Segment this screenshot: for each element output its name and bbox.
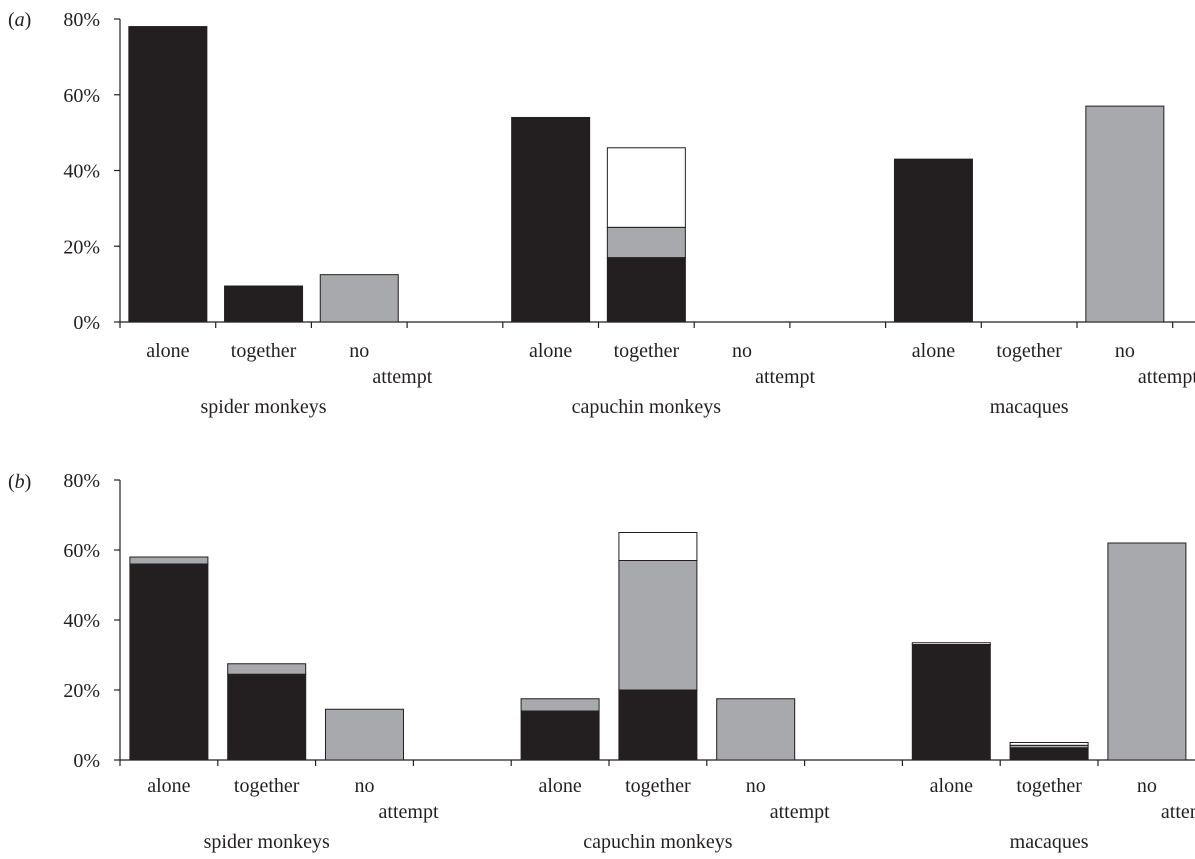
category-label-line2: attempt <box>770 801 830 823</box>
bar-capuchin-monkeys-together-grey-segment <box>606 226 686 259</box>
panel-label-letter: a <box>15 9 25 31</box>
bar-capuchin-monkeys-together-white-segment <box>606 147 686 228</box>
category-label-line2: attempt <box>1161 801 1195 823</box>
category-label: together <box>625 775 691 797</box>
category-label: alone <box>930 775 973 797</box>
category-label: alone <box>147 775 190 797</box>
bar-macaques-alone-black-segment <box>893 158 973 323</box>
panel-label-close: ) <box>25 9 32 31</box>
group-label: capuchin monkeys <box>572 396 722 418</box>
y-tick-label: 40% <box>63 610 100 632</box>
panel-label-close: ) <box>25 471 32 493</box>
bar-capuchin-monkeys-together-white-segment <box>618 532 698 561</box>
category-label: together <box>996 340 1062 362</box>
bar-capuchin-monkeys-no-attempt-grey-segment <box>716 698 796 761</box>
category-label: alone <box>146 340 189 362</box>
category-label-line2: attempt <box>372 366 432 388</box>
y-tick-label: 0% <box>73 750 100 772</box>
chart-panel-a: (a)0%20%40%60%80%alone together noattempts… <box>8 9 1195 418</box>
bar-macaques-together-white-segment <box>1009 742 1089 746</box>
y-tick-label: 80% <box>63 9 100 31</box>
bar-capuchin-monkeys-together-black-segment <box>618 689 698 761</box>
category-label: no <box>746 775 766 797</box>
panel-label-open: ( <box>8 9 15 31</box>
y-tick-label: 80% <box>63 470 100 492</box>
group-label: spider monkeys <box>201 396 327 418</box>
bar-capuchin-monkeys-alone-black-segment <box>520 710 600 761</box>
bar-macaques-alone-black-segment <box>911 644 991 761</box>
bar-macaques-no-attempt-grey-segment <box>1085 105 1165 323</box>
category-label: no <box>349 340 369 362</box>
y-tick-label: 60% <box>63 540 100 562</box>
bar-capuchin-monkeys-alone-black-segment <box>511 116 591 323</box>
y-tick-label: 20% <box>63 236 100 258</box>
bar-spider-monkeys-alone-grey-segment <box>129 556 209 565</box>
category-label: together <box>614 340 680 362</box>
category-label-line2: attempt <box>755 366 815 388</box>
chart-panel-b: (b)0%20%40%60%80%alone together noattempts… <box>8 470 1195 853</box>
bar-spider-monkeys-together-black-segment <box>224 285 304 323</box>
bar-macaques-alone-white-segment <box>911 642 991 645</box>
y-tick-label: 40% <box>63 161 100 183</box>
category-label: no <box>732 340 752 362</box>
category-label: alone <box>912 340 955 362</box>
category-label: together <box>234 775 300 797</box>
category-label: no <box>1137 775 1157 797</box>
bar-spider-monkeys-alone-black-segment <box>128 26 208 323</box>
bar-macaques-together-black-segment <box>1009 747 1089 761</box>
panel-label-open: ( <box>8 471 15 493</box>
bar-spider-monkeys-together-grey-segment <box>227 663 307 675</box>
bar-spider-monkeys-together-black-segment <box>227 673 307 761</box>
bar-capuchin-monkeys-together-black-segment <box>606 257 686 323</box>
group-label: macaques <box>1010 831 1089 853</box>
category-label: alone <box>538 775 581 797</box>
category-label: no <box>355 775 375 797</box>
panel-label-letter: b <box>15 471 25 493</box>
bar-spider-monkeys-alone-black-segment <box>129 563 209 761</box>
bar-macaques-no-attempt-grey-segment <box>1107 542 1187 761</box>
panel-label: (b) <box>8 471 31 493</box>
group-label: macaques <box>990 396 1069 418</box>
category-label-line2: attempt <box>379 801 439 823</box>
bar-capuchin-monkeys-alone-grey-segment <box>520 698 600 712</box>
panel-label: (a) <box>8 9 31 31</box>
y-tick-label: 60% <box>63 85 100 107</box>
bar-spider-monkeys-no-attempt-grey-segment <box>319 274 399 323</box>
y-tick-label: 0% <box>73 312 100 334</box>
bar-spider-monkeys-no-attempt-grey-segment <box>325 708 404 761</box>
group-label: spider monkeys <box>204 831 330 853</box>
category-label: alone <box>529 340 572 362</box>
y-tick-label: 20% <box>63 680 100 702</box>
category-label: together <box>1016 775 1082 797</box>
group-label: capuchin monkeys <box>583 831 733 853</box>
category-label: no <box>1115 340 1135 362</box>
category-label: together <box>231 340 297 362</box>
category-label-line2: attempt <box>1138 366 1195 388</box>
bar-capuchin-monkeys-together-grey-segment <box>618 560 698 691</box>
